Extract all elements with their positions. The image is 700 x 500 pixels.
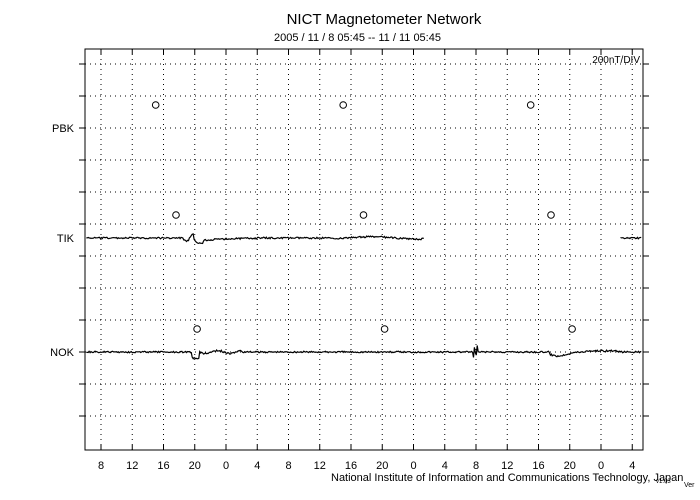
midnight-marker <box>547 211 555 219</box>
trace-tik <box>86 233 424 245</box>
x-tick-label: 8 <box>285 460 291 472</box>
midnight-marker <box>193 325 201 333</box>
midnight-marker <box>151 101 160 109</box>
station-label-nok: NOK <box>50 347 75 359</box>
x-tick-label: 8 <box>473 460 479 472</box>
plot-border <box>84 48 644 451</box>
x-tick-label: 4 <box>629 460 635 472</box>
scale-label: 200nT/DIV <box>592 55 640 66</box>
station-label-tik: TIK <box>57 233 75 245</box>
version-text: v1.03 <box>656 479 671 485</box>
x-tick-label: 16 <box>345 460 357 472</box>
midnight-marker <box>380 325 389 333</box>
chart-subtitle: 2005 / 11 / 8 05:45 -- 11 / 11 05:45 <box>274 32 441 44</box>
midnight-marker <box>526 101 535 109</box>
chart-title: NICT Magnetometer Network <box>286 11 482 28</box>
x-tick-label: 20 <box>189 460 201 472</box>
x-tick-label: 0 <box>223 460 229 472</box>
x-tick-label: 8 <box>98 460 104 472</box>
x-tick-label: 16 <box>532 460 544 472</box>
midnight-marker <box>568 325 576 333</box>
credit-text: National Institute of Information and Co… <box>331 472 684 484</box>
x-tick-label: 16 <box>157 460 169 472</box>
midnight-marker <box>172 211 180 219</box>
x-tick-label: 4 <box>254 460 260 472</box>
x-tick-label: 20 <box>564 460 576 472</box>
x-tick-label: 12 <box>126 460 138 472</box>
trace-tik <box>620 236 642 240</box>
x-tick-label: 0 <box>410 460 416 472</box>
x-tick-label: 0 <box>598 460 604 472</box>
x-tick-label: 12 <box>501 460 513 472</box>
corner-text: Ver <box>684 482 695 489</box>
x-tick-label: 4 <box>442 460 448 472</box>
x-tick-label: 20 <box>376 460 388 472</box>
x-tick-label: 12 <box>314 460 326 472</box>
trace-nok <box>86 345 642 360</box>
midnight-marker <box>339 101 347 109</box>
midnight-marker <box>359 211 368 219</box>
station-label-pbk: PBK <box>52 123 75 135</box>
